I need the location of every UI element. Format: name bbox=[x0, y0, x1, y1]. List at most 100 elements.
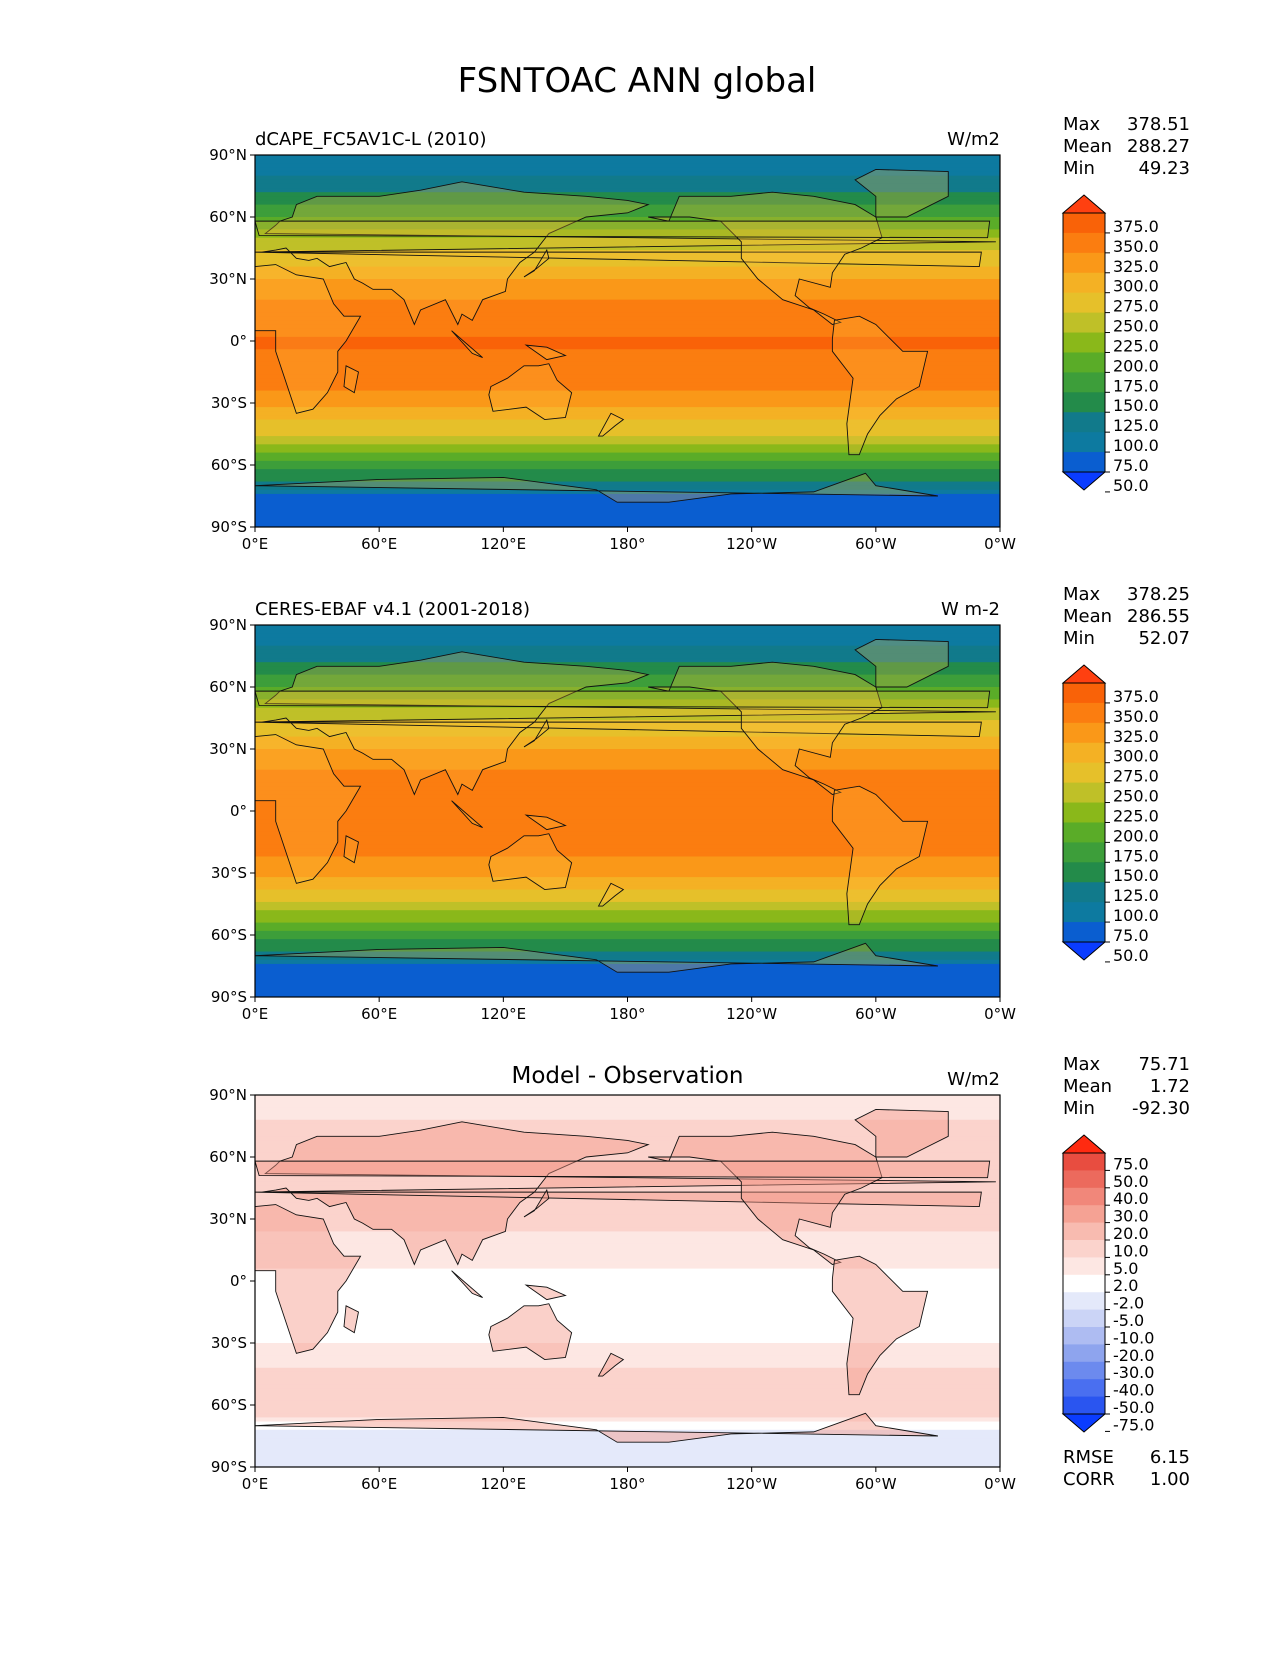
field-band bbox=[255, 473, 1000, 478]
panel-title: CERES-EBAF v4.1 (2001-2018) bbox=[255, 599, 530, 620]
field-band bbox=[255, 469, 1000, 474]
field-band bbox=[255, 237, 1000, 243]
colorbar-label: 20.0 bbox=[1113, 1224, 1149, 1243]
field-band bbox=[255, 926, 1000, 932]
field-band bbox=[255, 1123, 1000, 1129]
field-band bbox=[255, 1322, 1000, 1328]
field-band bbox=[255, 819, 1000, 824]
field-band bbox=[255, 208, 1000, 214]
stat-value: 1.72 bbox=[1150, 1076, 1190, 1097]
field-band bbox=[255, 662, 1000, 667]
colorbar-segment bbox=[1063, 882, 1105, 903]
field-band bbox=[255, 233, 1000, 239]
field-band bbox=[255, 1177, 1000, 1183]
field-band bbox=[255, 761, 1000, 767]
field-band bbox=[255, 1305, 1000, 1311]
field-band bbox=[255, 1198, 1000, 1204]
x-tick-label: 0°W bbox=[984, 535, 1016, 553]
field-band bbox=[255, 1330, 1000, 1336]
colorbar-frame bbox=[1062, 1152, 1106, 1415]
x-tick-label: 120°W bbox=[726, 535, 777, 553]
x-tick-label: 0°E bbox=[242, 1005, 269, 1023]
colorbar-label: 275.0 bbox=[1113, 767, 1159, 786]
field-band bbox=[255, 1384, 1000, 1390]
colorbar-label: 175.0 bbox=[1113, 846, 1159, 865]
colorbar-label: -50.0 bbox=[1113, 1398, 1154, 1417]
y-tick-label: 30°N bbox=[209, 270, 247, 288]
colorbar-segment bbox=[1063, 842, 1105, 863]
y-tick-label: 90°N bbox=[209, 616, 247, 634]
field-band bbox=[255, 1264, 1000, 1270]
field-band bbox=[255, 1359, 1000, 1365]
y-tick-label: 0° bbox=[230, 1272, 247, 1290]
y-tick-label: 30°N bbox=[209, 1210, 247, 1228]
field-band bbox=[255, 786, 1000, 791]
colorbar-label: 275.0 bbox=[1113, 297, 1159, 316]
field-band bbox=[255, 159, 1000, 164]
colorbar-label: -40.0 bbox=[1113, 1381, 1154, 1400]
field-band bbox=[255, 753, 1000, 758]
field-band bbox=[255, 378, 1000, 383]
field-band bbox=[255, 245, 1000, 251]
colorbar-segment bbox=[1063, 683, 1105, 704]
field-band bbox=[255, 724, 1000, 729]
x-tick-label: 60°E bbox=[361, 1005, 397, 1023]
coastline-4 bbox=[831, 315, 929, 456]
field-band bbox=[255, 1111, 1000, 1117]
coastline-5 bbox=[854, 639, 949, 688]
footer-stat-value: 6.15 bbox=[1150, 1447, 1190, 1468]
colorbar-segment bbox=[1063, 1222, 1105, 1241]
field-band bbox=[255, 407, 1000, 412]
field-band bbox=[255, 852, 1000, 858]
colorbar-frame bbox=[1062, 212, 1106, 473]
colorbar-segment bbox=[1063, 702, 1105, 724]
colorbar-segment bbox=[1063, 1170, 1105, 1189]
field-band bbox=[255, 382, 1000, 388]
colorbar-label: 50.0 bbox=[1113, 476, 1149, 495]
field-band bbox=[255, 498, 1000, 503]
colorbar-label: 225.0 bbox=[1113, 806, 1159, 825]
field-band bbox=[255, 744, 1000, 750]
field-band bbox=[255, 1442, 1000, 1447]
field-band bbox=[255, 678, 1000, 684]
field-band bbox=[255, 440, 1000, 445]
field-band bbox=[255, 1421, 1000, 1427]
coastline-12 bbox=[343, 835, 359, 864]
field-band bbox=[255, 436, 1000, 441]
colorbar-segment bbox=[1063, 412, 1105, 433]
coastline-10 bbox=[524, 344, 567, 361]
field-band bbox=[255, 1140, 1000, 1146]
coastline-11 bbox=[255, 690, 991, 709]
field-band bbox=[255, 155, 1000, 160]
stat-value: 49.23 bbox=[1138, 158, 1190, 179]
field-band bbox=[255, 955, 1000, 961]
x-tick-label: 120°E bbox=[481, 1475, 527, 1493]
field-band bbox=[255, 947, 1000, 953]
colorbar-segment bbox=[1063, 822, 1105, 843]
field-band bbox=[255, 518, 1000, 524]
colorbar-label: 10.0 bbox=[1113, 1241, 1149, 1260]
field-band bbox=[255, 1301, 1000, 1307]
field-band bbox=[255, 398, 1000, 404]
coastline-3 bbox=[648, 661, 883, 795]
coastline-7 bbox=[597, 412, 625, 437]
field-band bbox=[255, 802, 1000, 808]
colorbar-segment bbox=[1063, 1309, 1105, 1328]
field-band bbox=[255, 1363, 1000, 1369]
field-band bbox=[255, 703, 1000, 709]
field-band bbox=[255, 897, 1000, 903]
field-band bbox=[255, 968, 1000, 973]
field-band bbox=[255, 444, 1000, 450]
field-band bbox=[255, 1458, 1000, 1464]
colorbar-segment bbox=[1063, 432, 1105, 453]
field-band bbox=[255, 749, 1000, 754]
coastline-11 bbox=[255, 220, 991, 239]
y-tick-label: 30°S bbox=[211, 394, 247, 412]
map-panel-2: 0°E 60°E 120°E 180° 120°W 60°W 0°W 90°N 60°N 30°N… bbox=[209, 584, 1190, 1023]
colorbar-segment bbox=[1063, 1205, 1105, 1224]
field-band bbox=[255, 736, 1000, 742]
field-band bbox=[255, 1400, 1000, 1406]
coastline-8 bbox=[523, 1188, 550, 1218]
colorbar-label: -5.0 bbox=[1113, 1311, 1144, 1330]
field-band bbox=[255, 980, 1000, 986]
